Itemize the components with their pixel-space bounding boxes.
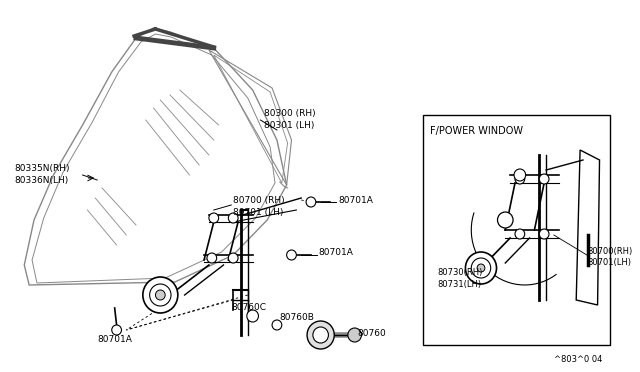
Circle shape: [465, 252, 497, 284]
Circle shape: [477, 264, 485, 272]
Circle shape: [228, 213, 238, 223]
Circle shape: [306, 197, 316, 207]
Circle shape: [515, 174, 525, 184]
Text: 80730(RH): 80730(RH): [437, 269, 483, 278]
Circle shape: [307, 321, 334, 349]
Circle shape: [207, 253, 217, 263]
Text: 80300 (RH): 80300 (RH): [264, 109, 316, 118]
Text: 80760B: 80760B: [280, 314, 315, 323]
Circle shape: [150, 284, 171, 306]
Circle shape: [143, 277, 178, 313]
Circle shape: [313, 327, 328, 343]
Text: 80701A: 80701A: [338, 196, 373, 205]
Circle shape: [515, 229, 525, 239]
Text: F/POWER WINDOW: F/POWER WINDOW: [431, 126, 524, 136]
Text: 80701A: 80701A: [319, 247, 353, 257]
Text: 80701(LH): 80701(LH): [588, 257, 632, 266]
Circle shape: [287, 250, 296, 260]
Text: 80701A: 80701A: [97, 336, 132, 344]
Text: 80760C: 80760C: [231, 304, 266, 312]
Text: 80301 (LH): 80301 (LH): [264, 121, 315, 129]
Circle shape: [156, 290, 165, 300]
Circle shape: [497, 212, 513, 228]
Circle shape: [247, 310, 259, 322]
Text: 80335N(RH): 80335N(RH): [15, 164, 70, 173]
Text: ^803^0 04: ^803^0 04: [554, 356, 602, 365]
Circle shape: [540, 229, 549, 239]
Text: 80336N(LH): 80336N(LH): [15, 176, 69, 185]
Circle shape: [514, 169, 525, 181]
Circle shape: [471, 258, 491, 278]
Text: 80701 (LH): 80701 (LH): [233, 208, 284, 217]
Circle shape: [112, 325, 122, 335]
Circle shape: [272, 320, 282, 330]
Text: 80700 (RH): 80700 (RH): [233, 196, 285, 205]
Circle shape: [209, 213, 219, 223]
Circle shape: [540, 174, 549, 184]
Bar: [422, 115, 610, 345]
Text: 80700(RH): 80700(RH): [588, 247, 633, 256]
Circle shape: [348, 328, 362, 342]
Circle shape: [228, 253, 238, 263]
Text: 80731(LH): 80731(LH): [437, 280, 481, 289]
Text: 80760: 80760: [358, 328, 387, 337]
